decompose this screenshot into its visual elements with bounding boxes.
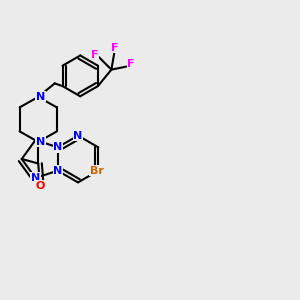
Text: N: N [31,173,40,183]
Text: N: N [36,137,45,147]
Text: N: N [74,130,82,141]
Text: Br: Br [90,166,104,176]
Text: F: F [92,50,99,60]
Text: N: N [53,166,62,176]
Text: F: F [111,43,118,53]
Text: F: F [127,59,135,69]
Text: O: O [35,181,44,191]
Text: N: N [53,142,62,152]
Text: N: N [36,92,45,102]
